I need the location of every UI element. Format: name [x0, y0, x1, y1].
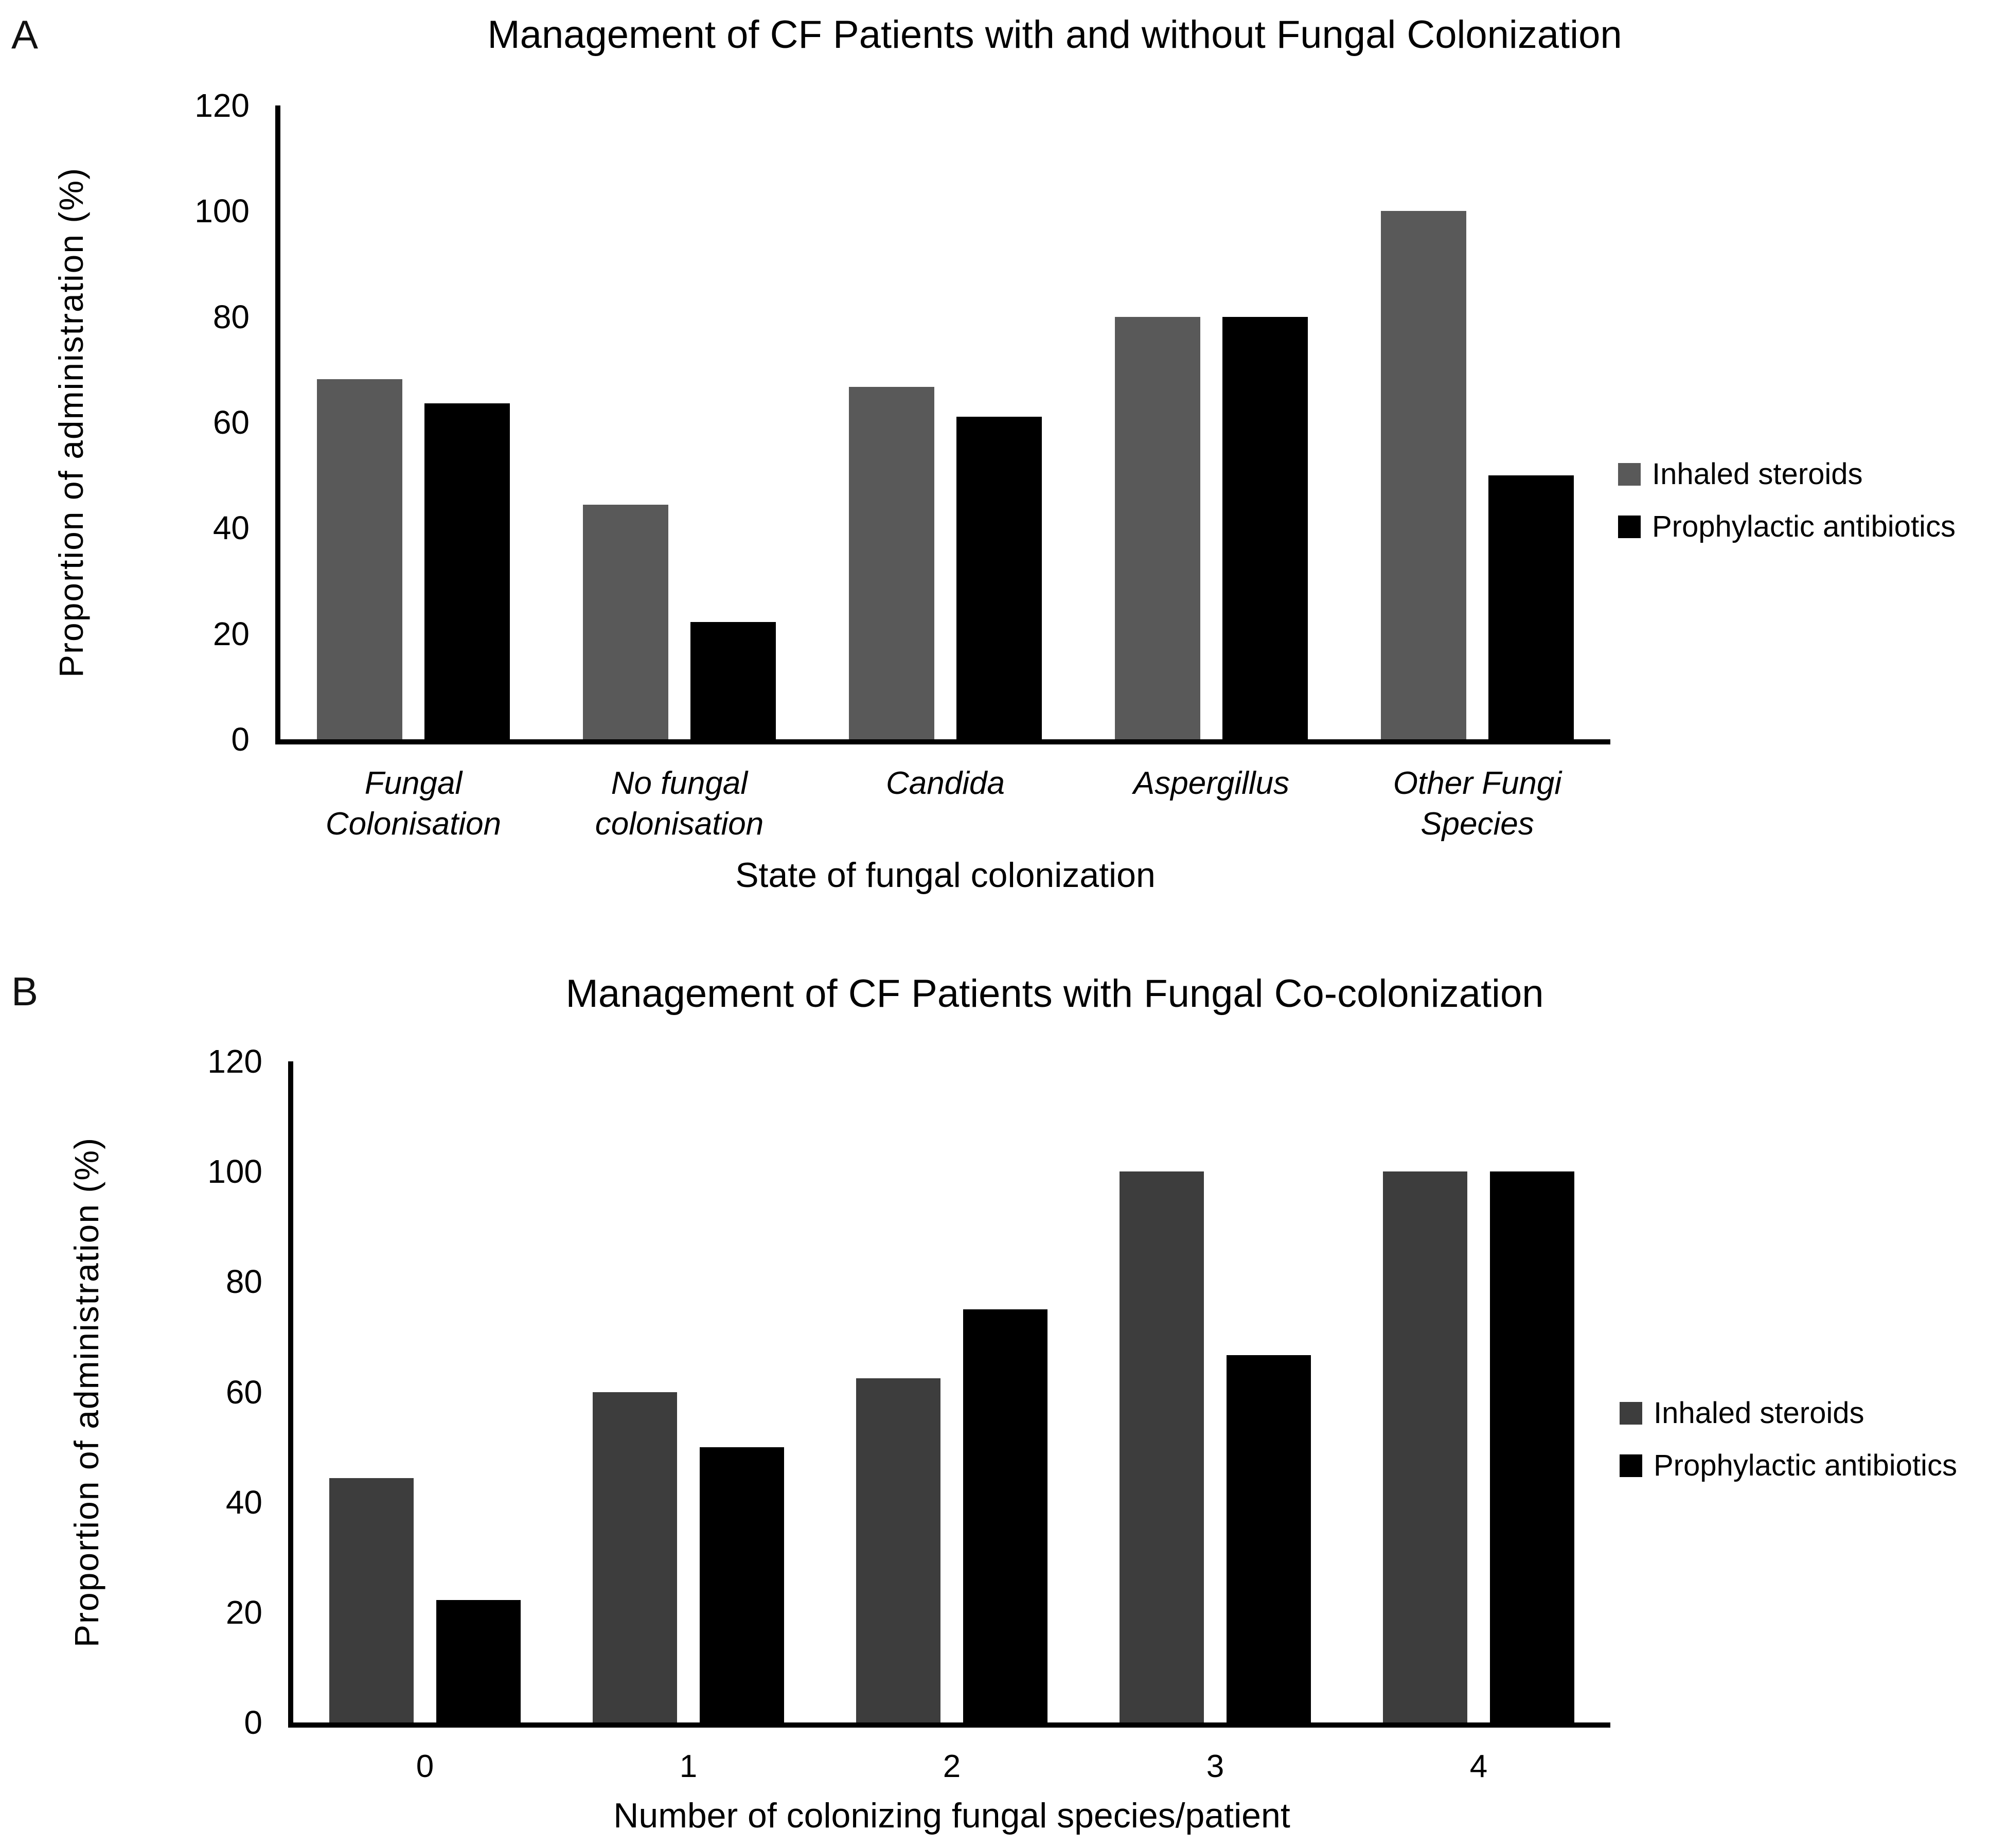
panel-a-y-axis-title: Proportion of administration (%): [52, 167, 90, 678]
bar-inhaled-steroids: [593, 1392, 678, 1722]
x-category-label: Fungal Colonisation: [325, 766, 502, 842]
x-category-label: Other Fungi Species: [1393, 766, 1562, 842]
bar-inhaled-steroids: [329, 1478, 414, 1722]
panel-a-x-axis-title: State of fungal colonization: [735, 856, 1156, 895]
y-tick-label: 120: [194, 87, 250, 124]
bar-inhaled-steroids: [1381, 211, 1466, 739]
x-category-label: No fungal colonisation: [595, 766, 764, 842]
y-tick-label: 40: [225, 1483, 262, 1521]
x-category-label: 2: [943, 1749, 961, 1784]
x-category-label: 1: [679, 1749, 698, 1784]
panel-b-plot-area: 0 20 40 60 80 100 120 0 1 2 3 4: [207, 1043, 1610, 1784]
legend-item: Prophylactic antibiotics: [1618, 509, 1956, 545]
panel-a-x-axis-line: [275, 739, 1610, 744]
bar-inhaled-steroids: [317, 379, 402, 739]
y-tick-label: 0: [244, 1704, 262, 1741]
legend-label: Prophylactic antibiotics: [1654, 1449, 1957, 1482]
bar-prophylactic-antibiotics: [1488, 475, 1574, 739]
panel-a-y-axis-line: [275, 105, 280, 744]
x-category-label: 0: [416, 1749, 434, 1784]
y-tick-label: 80: [225, 1263, 262, 1301]
legend-item: Prophylactic antibiotics: [1620, 1448, 1957, 1484]
panel-b-chart-title: Management of CF Patients with Fungal Co…: [565, 972, 1544, 1016]
y-tick-label: 100: [194, 192, 250, 230]
bar-inhaled-steroids: [1120, 1171, 1204, 1722]
y-tick-label: 60: [212, 404, 250, 441]
legend-label: Prophylactic antibiotics: [1652, 510, 1956, 543]
panel-b-label: B: [11, 969, 39, 1014]
prophylactic-antibiotics-swatch-icon: [1620, 1454, 1642, 1477]
y-tick-label: 80: [212, 298, 250, 335]
y-tick-label: 120: [207, 1043, 262, 1080]
panel-b-x-axis-line: [288, 1722, 1610, 1728]
bar-prophylactic-antibiotics: [424, 403, 510, 739]
prophylactic-antibiotics-swatch-icon: [1618, 516, 1641, 538]
panel-b-y-axis-line: [288, 1061, 293, 1728]
bar-prophylactic-antibiotics: [699, 1447, 784, 1722]
panel-b-y-axis-title: Proportion of administration (%): [67, 1136, 105, 1647]
bar-prophylactic-antibiotics: [956, 416, 1042, 739]
y-tick-label: 0: [231, 721, 250, 758]
bar-prophylactic-antibiotics: [963, 1309, 1047, 1722]
legend-item: Inhaled steroids: [1618, 456, 1862, 492]
bar-inhaled-steroids: [856, 1378, 941, 1722]
bar-prophylactic-antibiotics: [690, 622, 776, 739]
bar-prophylactic-antibiotics: [1222, 316, 1308, 739]
bar-prophylactic-antibiotics: [1489, 1171, 1574, 1722]
panel-a-chart-title: Management of CF Patients with and witho…: [487, 13, 1622, 57]
legend-label: Inhaled steroids: [1654, 1396, 1864, 1430]
bar-inhaled-steroids: [849, 387, 934, 739]
x-category-label: Candida: [886, 766, 1005, 801]
panel-b-x-axis-title: Number of colonizing fungal species/pati…: [613, 1796, 1290, 1835]
y-tick-label: 60: [225, 1373, 262, 1411]
y-tick-label: 100: [207, 1153, 262, 1190]
bar-prophylactic-antibiotics: [436, 1600, 521, 1722]
x-category-label: 3: [1206, 1749, 1224, 1784]
bar-inhaled-steroids: [583, 505, 668, 739]
y-tick-label: 20: [212, 615, 250, 652]
bar-inhaled-steroids: [1383, 1171, 1468, 1722]
legend-item: Inhaled steroids: [1620, 1395, 1864, 1431]
panel-a-label: A: [11, 12, 39, 57]
x-category-label: Aspergillus: [1133, 766, 1290, 801]
bar-inhaled-steroids: [1115, 316, 1200, 739]
inhaled-steroids-swatch-icon: [1620, 1402, 1642, 1425]
y-tick-label: 40: [212, 509, 250, 547]
inhaled-steroids-swatch-icon: [1618, 463, 1641, 486]
panel-a-plot-area: 0 20 40 60 80 100 120 Fungal Colonisation No fung…: [194, 87, 1610, 842]
y-tick-label: 20: [225, 1593, 262, 1631]
x-category-label: 4: [1469, 1749, 1488, 1784]
bar-prophylactic-antibiotics: [1226, 1355, 1311, 1722]
legend-label: Inhaled steroids: [1652, 457, 1863, 491]
